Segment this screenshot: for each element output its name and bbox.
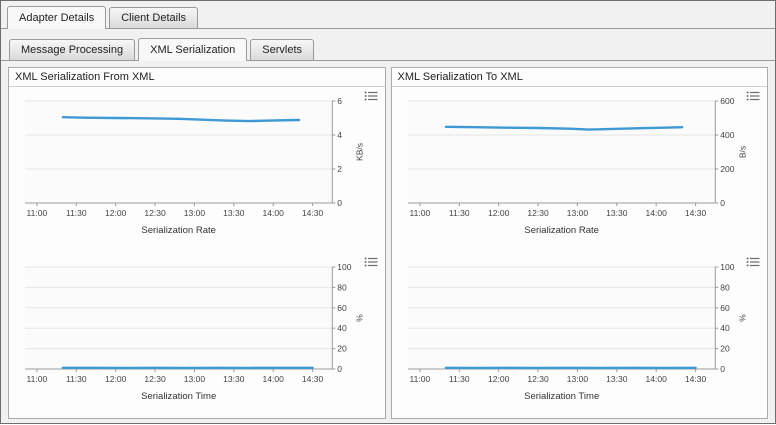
chart-from-xml-rate: 0 2 4 6 11:00 11:30 12:00 12:30 13:00 13:30 14:00 1… xyxy=(9,87,385,253)
panel-from-xml: XML Serialization From XML 0 2 4 6 11:00 11:3… xyxy=(8,67,386,419)
chart-from-xml-time: 0 20 40 60 80 100 11:00 11:30 12:00 12:30 13:00 13:… xyxy=(9,253,385,419)
svg-text:Serialization Time: Serialization Time xyxy=(524,391,599,402)
svg-text:14:30: 14:30 xyxy=(684,374,706,384)
svg-text:40: 40 xyxy=(720,323,730,333)
svg-text:0: 0 xyxy=(337,364,342,374)
svg-text:13:30: 13:30 xyxy=(223,208,245,218)
chart-options-icon[interactable] xyxy=(364,90,379,102)
svg-text:11:30: 11:30 xyxy=(448,208,469,218)
svg-text:80: 80 xyxy=(720,282,730,292)
panel-title: XML Serialization To XML xyxy=(391,68,767,87)
svg-text:12:00: 12:00 xyxy=(105,374,127,384)
svg-text:60: 60 xyxy=(720,303,730,313)
svg-text:Serialization Time: Serialization Time xyxy=(141,391,216,402)
tab-message-processing[interactable]: Message Processing xyxy=(9,39,136,60)
svg-text:%: % xyxy=(354,314,364,322)
svg-text:11:30: 11:30 xyxy=(66,208,87,218)
chart-canvas: 0 2 4 6 11:00 11:30 12:00 12:30 13:00 13:30 14:00 1… xyxy=(25,96,364,236)
svg-text:13:00: 13:00 xyxy=(566,374,588,384)
chart-options-icon[interactable] xyxy=(746,256,761,268)
tab-client-details[interactable]: Client Details xyxy=(109,7,199,28)
svg-text:40: 40 xyxy=(337,323,347,333)
svg-text:13:30: 13:30 xyxy=(223,374,245,384)
svg-text:12:30: 12:30 xyxy=(527,374,549,384)
chart-options-icon[interactable] xyxy=(746,90,761,102)
svg-text:12:00: 12:00 xyxy=(487,374,509,384)
panel-title: XML Serialization From XML xyxy=(9,68,385,87)
sub-tab-bar: Message Processing XML Serialization Ser… xyxy=(1,33,775,61)
svg-text:200: 200 xyxy=(720,164,734,174)
svg-text:100: 100 xyxy=(337,262,351,272)
svg-text:KB/s: KB/s xyxy=(354,143,364,161)
svg-text:12:00: 12:00 xyxy=(487,208,509,218)
svg-text:13:00: 13:00 xyxy=(184,374,206,384)
svg-text:20: 20 xyxy=(720,344,730,354)
svg-text:11:00: 11:00 xyxy=(409,208,430,218)
svg-text:11:30: 11:30 xyxy=(448,374,469,384)
tab-servlets[interactable]: Servlets xyxy=(250,39,315,60)
chart-canvas: 0 200 400 600 11:00 11:30 12:00 12:30 13:00 13:30… xyxy=(407,96,747,236)
svg-text:11:30: 11:30 xyxy=(66,374,87,384)
svg-text:400: 400 xyxy=(720,130,734,140)
svg-text:0: 0 xyxy=(337,198,342,208)
tab-adapter-details[interactable]: Adapter Details xyxy=(7,6,107,29)
chart-to-xml-rate: 0 200 400 600 11:00 11:30 12:00 12:30 13:00 13:30… xyxy=(392,87,768,253)
svg-text:14:00: 14:00 xyxy=(645,374,667,384)
svg-text:12:30: 12:30 xyxy=(144,374,166,384)
svg-text:13:00: 13:00 xyxy=(184,208,206,218)
svg-text:14:30: 14:30 xyxy=(302,374,324,384)
svg-text:12:30: 12:30 xyxy=(144,208,166,218)
chart-canvas: 0 20 40 60 80 100 11:00 11:30 12:00 12:30 13:00 13:… xyxy=(25,262,364,402)
svg-text:Serialization Rate: Serialization Rate xyxy=(524,225,599,236)
svg-text:20: 20 xyxy=(337,344,347,354)
svg-text:0: 0 xyxy=(720,364,725,374)
svg-text:6: 6 xyxy=(337,96,342,106)
svg-text:B/s: B/s xyxy=(737,146,747,158)
svg-text:2: 2 xyxy=(337,164,342,174)
chart-options-icon[interactable] xyxy=(364,256,379,268)
svg-text:13:30: 13:30 xyxy=(606,208,628,218)
svg-text:4: 4 xyxy=(337,130,342,140)
svg-text:11:00: 11:00 xyxy=(27,374,48,384)
top-tab-bar: Adapter Details Client Details xyxy=(1,1,775,29)
svg-text:11:00: 11:00 xyxy=(409,374,430,384)
svg-text:13:30: 13:30 xyxy=(606,374,628,384)
svg-text:12:00: 12:00 xyxy=(105,208,127,218)
svg-text:14:00: 14:00 xyxy=(263,208,285,218)
svg-text:0: 0 xyxy=(720,198,725,208)
svg-text:14:30: 14:30 xyxy=(302,208,324,218)
svg-text:%: % xyxy=(737,314,747,322)
panels-container: XML Serialization From XML 0 2 4 6 11:00 11:3… xyxy=(1,61,775,425)
svg-text:14:00: 14:00 xyxy=(263,374,285,384)
svg-text:60: 60 xyxy=(337,303,347,313)
svg-text:Serialization Rate: Serialization Rate xyxy=(141,225,216,236)
svg-text:100: 100 xyxy=(720,262,734,272)
svg-text:11:00: 11:00 xyxy=(27,208,48,218)
svg-text:14:30: 14:30 xyxy=(684,208,706,218)
svg-text:12:30: 12:30 xyxy=(527,208,549,218)
svg-text:13:00: 13:00 xyxy=(566,208,588,218)
chart-to-xml-time: 0 20 40 60 80 100 11:00 11:30 12:00 12:30 13:00 13:… xyxy=(392,253,768,419)
svg-text:600: 600 xyxy=(720,96,734,106)
tab-xml-serialization[interactable]: XML Serialization xyxy=(138,38,248,61)
chart-canvas: 0 20 40 60 80 100 11:00 11:30 12:00 12:30 13:00 13:… xyxy=(407,262,747,402)
svg-text:14:00: 14:00 xyxy=(645,208,667,218)
panel-to-xml: XML Serialization To XML 0 200 400 600 11:00… xyxy=(390,67,768,419)
svg-text:80: 80 xyxy=(337,282,347,292)
